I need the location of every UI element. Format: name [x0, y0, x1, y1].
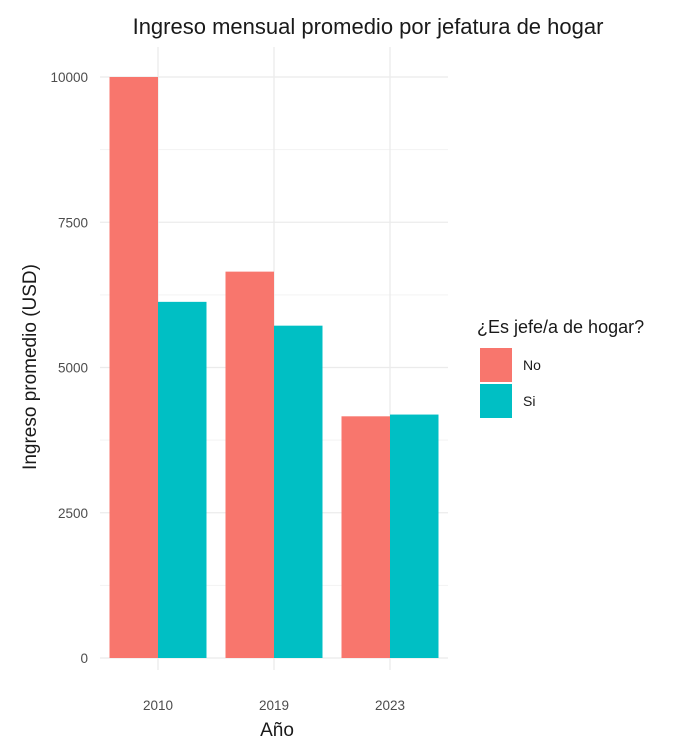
bar-no-2023 — [341, 416, 390, 658]
legend-key-si — [480, 384, 512, 418]
y-tick-label: 5000 — [58, 361, 88, 376]
legend-title: ¿Es jefe/a de hogar? — [477, 317, 644, 337]
x-axis-ticks: 2010 2019 2023 — [143, 698, 405, 713]
legend-items: No Si — [480, 348, 541, 418]
bar-si-2010 — [158, 301, 207, 658]
x-tick-label: 2010 — [143, 698, 173, 713]
x-tick-label: 2019 — [259, 698, 289, 713]
bar-no-2019 — [225, 271, 274, 658]
x-axis-title: Año — [260, 720, 294, 741]
bar-no-2010 — [109, 77, 158, 658]
legend-key-no — [480, 348, 512, 382]
bar-si-2019 — [274, 325, 323, 658]
x-tick-label: 2023 — [375, 698, 405, 713]
legend-label-si: Si — [523, 393, 535, 409]
chart-title: Ingreso mensual promedio por jefatura de… — [133, 14, 604, 39]
y-tick-label: 7500 — [58, 215, 88, 230]
y-tick-label: 10000 — [50, 70, 88, 85]
bar-si-2023 — [390, 414, 439, 658]
legend-label-no: No — [523, 357, 541, 373]
y-axis-title: Ingreso promedio (USD) — [20, 264, 41, 470]
y-tick-label: 0 — [80, 651, 88, 666]
legend: ¿Es jefe/a de hogar? No Si — [477, 317, 644, 418]
y-axis-ticks: 0 2500 5000 7500 10000 — [50, 70, 88, 666]
plot-panel — [100, 47, 448, 670]
bars — [109, 77, 439, 658]
y-tick-label: 2500 — [58, 506, 88, 521]
